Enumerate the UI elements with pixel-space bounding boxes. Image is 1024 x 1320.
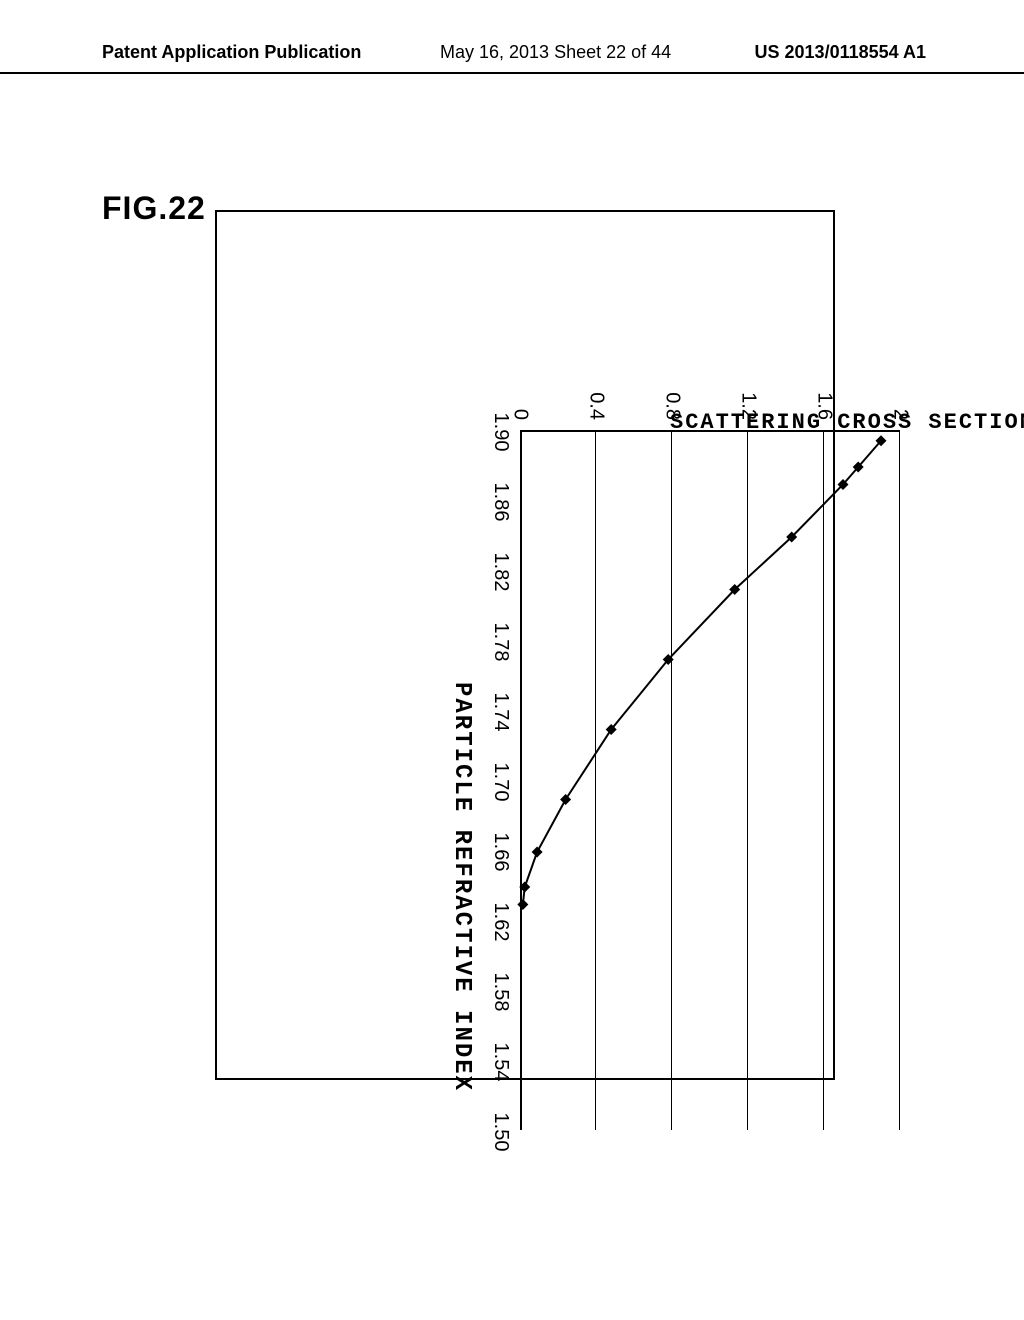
data-marker (532, 847, 543, 858)
data-line (523, 441, 881, 905)
markers-group (517, 435, 886, 910)
data-marker (560, 794, 571, 805)
x-tick-label: 1.50 (489, 1107, 512, 1157)
x-axis-label: PARTICLE REFRACTIVE INDEX (448, 682, 475, 1092)
x-tick-label: 1.54 (489, 1037, 512, 1087)
header-mid-text: May 16, 2013 Sheet 22 of 44 (440, 42, 671, 63)
data-marker (517, 899, 528, 910)
x-tick-label: 1.70 (489, 757, 512, 807)
figure-label: FIG.22 (102, 190, 206, 227)
y-axis-label: SCATTERING CROSS SECTION (μm²) (670, 410, 1024, 435)
x-tick-label: 1.82 (489, 547, 512, 597)
page-header: Patent Application Publication May 16, 2… (0, 42, 1024, 74)
x-tick-label: 1.90 (489, 407, 512, 457)
x-tick-label: 1.86 (489, 477, 512, 527)
plot-area: 00.40.81.21.62 1.901.861.821.781.741.701… (520, 430, 900, 1130)
data-marker (519, 882, 530, 893)
y-tick-label: 0.4 (585, 370, 608, 420)
x-tick-label: 1.62 (489, 897, 512, 947)
x-tick-label: 1.66 (489, 827, 512, 877)
header-right-text: US 2013/0118554 A1 (755, 42, 926, 63)
x-tick-label: 1.58 (489, 967, 512, 1017)
header-left-text: Patent Application Publication (102, 42, 361, 63)
x-tick-label: 1.74 (489, 687, 512, 737)
chart-container: 00.40.81.21.62 1.901.861.821.781.741.701… (80, 320, 970, 970)
chart-svg (520, 432, 900, 1132)
x-tick-label: 1.78 (489, 617, 512, 667)
